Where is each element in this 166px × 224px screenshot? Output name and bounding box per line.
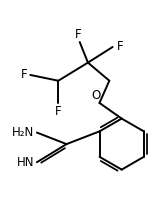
Text: F: F <box>117 40 123 53</box>
Text: HN: HN <box>17 156 34 169</box>
Text: F: F <box>55 105 62 118</box>
Text: F: F <box>75 28 81 41</box>
Text: F: F <box>21 69 28 82</box>
Text: H₂N: H₂N <box>12 126 34 139</box>
Text: O: O <box>91 89 101 102</box>
